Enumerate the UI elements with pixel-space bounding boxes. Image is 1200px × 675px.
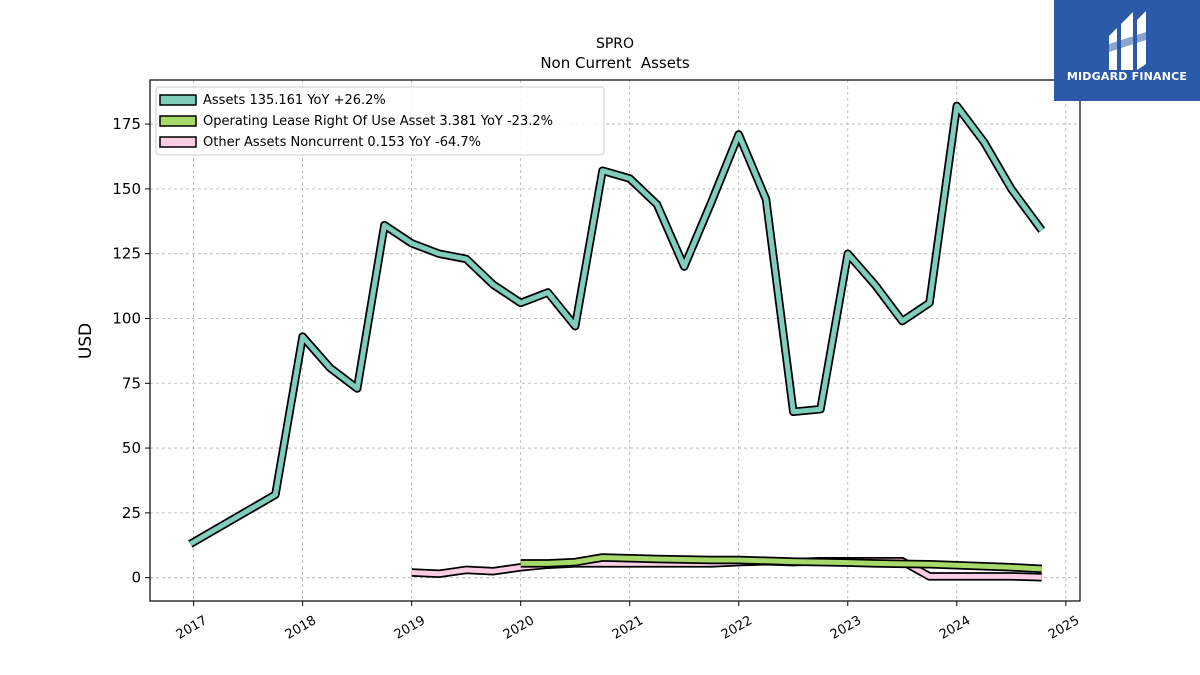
- y-tick-label: 75: [122, 374, 141, 392]
- legend-label: Other Assets Noncurrent 0.153 YoY -64.7%: [203, 135, 481, 150]
- series-group: [188, 101, 1046, 582]
- y-tick-label: 150: [112, 180, 141, 198]
- x-tick-label: 2022: [719, 613, 755, 643]
- x-tick-label: 2023: [828, 613, 864, 643]
- series-line: [520, 555, 1042, 572]
- legend-swatch: [159, 136, 197, 148]
- chart-subtitle: Non Current Assets: [540, 54, 690, 72]
- y-tick-label: 125: [112, 245, 141, 263]
- x-tick-label: 2025: [1046, 613, 1082, 643]
- legend-box: [155, 86, 605, 156]
- y-tick-label: 50: [122, 439, 141, 457]
- series-line: [189, 103, 1044, 547]
- x-tick-label: 2017: [174, 613, 210, 643]
- legend-swatch: [159, 115, 197, 127]
- y-tick-label: 100: [112, 309, 141, 327]
- plot-frame: [149, 79, 1081, 602]
- series-outline: [188, 101, 1046, 548]
- legend: Assets 135.161 YoY +26.2% Operating Lease…: [155, 86, 605, 156]
- brand-logo: MIDGARD FINANCE: [1054, 0, 1200, 101]
- brand-name: MIDGARD FINANCE: [1066, 70, 1188, 83]
- grid: [150, 80, 1080, 601]
- x-tick-label: 2018: [283, 613, 319, 643]
- legend-label: Assets 135.161 YoY +26.2%: [203, 93, 386, 108]
- chart-title: SPRO: [596, 36, 634, 52]
- y-axis-label: USD: [76, 323, 96, 359]
- x-tick-label: 2020: [501, 613, 537, 643]
- y-tick-label: 175: [112, 115, 141, 133]
- y-tick-label: 25: [122, 504, 141, 522]
- midgard-logo-icon: [1109, 11, 1146, 70]
- x-tick-label: 2019: [392, 613, 428, 643]
- legend-label: Operating Lease Right Of Use Asset 3.381…: [203, 114, 553, 129]
- x-tick-label: 2024: [937, 613, 973, 643]
- x-tick-label: 2021: [610, 613, 646, 643]
- legend-swatch: [159, 94, 197, 106]
- y-tick-label: 0: [131, 569, 141, 587]
